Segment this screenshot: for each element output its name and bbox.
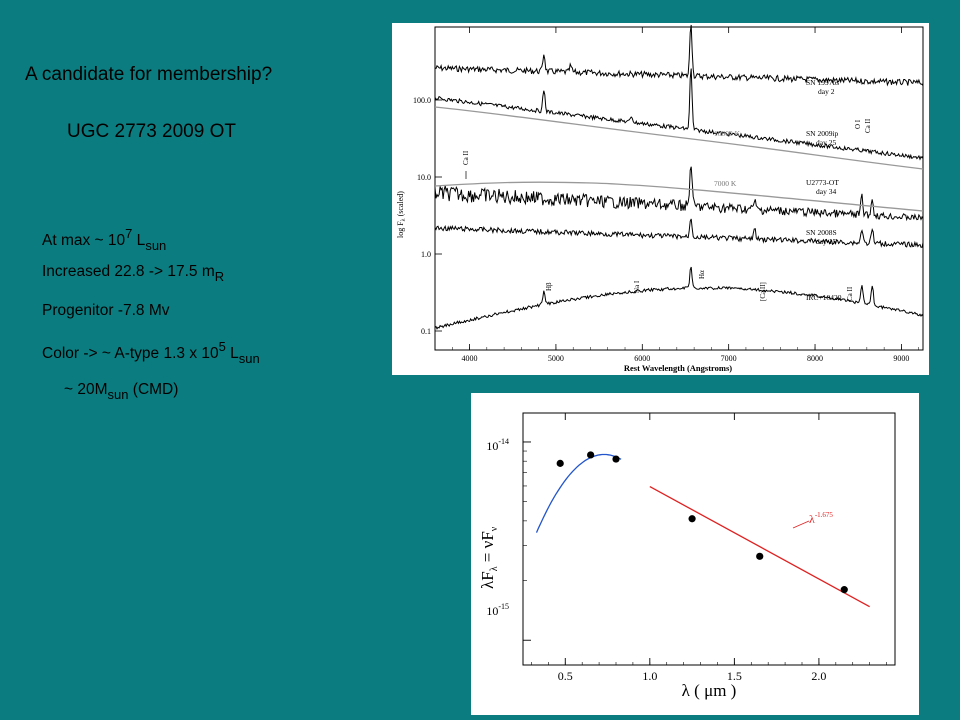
spectrum-trace bbox=[434, 24, 924, 87]
spectra-ytick-label: 0.1 bbox=[421, 327, 431, 336]
sed-xtick-label: 0.5 bbox=[558, 669, 573, 683]
spectra-x-ticks: 4000 5000 6000 7000 8000 9000 bbox=[434, 27, 919, 363]
spectra-curves bbox=[434, 24, 924, 330]
spectra-xtick-label: 9000 bbox=[893, 354, 909, 363]
temp-label-7000k: 7000 K bbox=[714, 179, 737, 188]
line-id-ca2-right: Ca II bbox=[864, 118, 872, 133]
spectra-ytick-label: 100.0 bbox=[413, 96, 431, 105]
spectrum-label-sn2009ip: SN 2009ip bbox=[806, 129, 839, 138]
sed-xtick-label: 2.0 bbox=[811, 669, 826, 683]
sed-data-point bbox=[756, 552, 764, 560]
line-id-na1: Na I bbox=[633, 280, 641, 293]
spectrum-trace bbox=[434, 218, 924, 248]
slide-subtitle: UGC 2773 2009 OT bbox=[67, 121, 236, 142]
bullet-mass: ~ 20Msun (CMD) bbox=[64, 381, 179, 402]
spectrum-label-sn1997bs-day: day 2 bbox=[818, 87, 835, 96]
spectra-xtick-label: 5000 bbox=[548, 354, 564, 363]
blackbody-7000k-curve bbox=[434, 181, 924, 212]
sed-data-point bbox=[688, 515, 696, 523]
line-id-ca2-forbidden: [Ca II] bbox=[759, 282, 767, 301]
sed-y-axis-label: λFλ = νFν bbox=[478, 526, 500, 589]
line-id-ca2-bottom: Ca II bbox=[846, 286, 854, 301]
power-law-fit-label: λ-1.675 bbox=[809, 511, 833, 526]
sed-data-point bbox=[556, 459, 564, 467]
temp-label-10000k: 10000 K bbox=[714, 129, 741, 138]
spectra-ytick-label: 10.0 bbox=[417, 173, 431, 182]
blackbody-10000k-curve bbox=[434, 106, 924, 170]
sed-data-points bbox=[556, 451, 848, 594]
spectrum-label-u2773-day: day 34 bbox=[816, 187, 836, 196]
spectra-xtick-label: 6000 bbox=[634, 354, 650, 363]
spectrum-label-sn1997bs: SN 1997bs bbox=[806, 78, 839, 87]
spectrum-label-sn2008s: SN 2008S bbox=[806, 228, 837, 237]
spectra-xtick-label: 8000 bbox=[807, 354, 823, 363]
spectrum-trace bbox=[434, 68, 924, 161]
sed-data-point bbox=[587, 451, 595, 459]
spectrum-label-sn2009ip-day: day 25 bbox=[816, 138, 836, 147]
line-identifications: Ca II Hβ Na I Hα [Ca II] O I Ca II Ca II bbox=[462, 118, 872, 301]
line-id-hbeta: Hβ bbox=[545, 282, 553, 291]
bullet-progenitor: Progenitor -7.8 Mv bbox=[42, 302, 170, 319]
power-law-fit-line bbox=[649, 485, 870, 608]
sed-axes-frame bbox=[522, 412, 896, 666]
line-id-halpha: Hα bbox=[698, 270, 706, 279]
sed-ticks: 0.5 1.0 1.5 2.0 bbox=[523, 413, 887, 683]
sed-ytick-1e-14: 10-14 bbox=[486, 437, 509, 453]
slide-title: A candidate for membership? bbox=[25, 64, 273, 85]
sed-x-axis-label: λ ( μm ) bbox=[682, 681, 737, 700]
bullet-color: Color -> ~ A-type 1.3 x 105 Lsun bbox=[42, 339, 260, 366]
spectra-plot: 4000 5000 6000 7000 8000 9000 100.0 10.0 1.0 0.1… bbox=[396, 24, 924, 373]
spectra-ytick-label: 1.0 bbox=[421, 250, 431, 259]
spectrum-trace bbox=[434, 266, 924, 330]
sed-plot: 0.5 1.0 1.5 2.0 λ-1.675 10-14 10-15 λFλ = ν… bbox=[478, 412, 896, 700]
spectra-figure: 4000 5000 6000 7000 8000 9000 100.0 10.0 1.0 0.1… bbox=[392, 23, 929, 375]
bullet-max-luminosity: At max ~ 107 Lsun bbox=[42, 226, 167, 253]
spectrum-label-sn2008s-day: day 15 bbox=[816, 237, 836, 246]
sed-data-point bbox=[840, 586, 848, 594]
spectra-y-axis-label: log Fλ (scaled) bbox=[396, 191, 407, 238]
spectra-y-ticks: 100.0 10.0 1.0 0.1 bbox=[413, 96, 442, 336]
bullet-magnitude-increase: Increased 22.8 -> 17.5 mR bbox=[42, 263, 225, 284]
spectrum-trace bbox=[434, 166, 924, 222]
sed-data-point bbox=[612, 455, 620, 463]
blackbody-fit-curve bbox=[535, 453, 622, 533]
spectra-xtick-label: 4000 bbox=[462, 354, 478, 363]
sed-figure: 0.5 1.0 1.5 2.0 λ-1.675 10-14 10-15 λFλ = ν… bbox=[471, 393, 919, 715]
spectrum-label-u2773: U2773-OT bbox=[806, 178, 839, 187]
sed-xtick-label: 1.0 bbox=[642, 669, 657, 683]
spectra-x-axis-label: Rest Wavelength (Angstroms) bbox=[624, 363, 732, 373]
fit-label-leader bbox=[792, 520, 810, 529]
sed-ytick-1e-15: 10-15 bbox=[486, 602, 509, 618]
line-id-o1: O I bbox=[854, 119, 862, 129]
sed-xtick-label: 1.5 bbox=[727, 669, 742, 683]
spectra-xtick-label: 7000 bbox=[721, 354, 737, 363]
line-id-ca2-left: Ca II bbox=[462, 150, 470, 165]
spectrum-label-irc10420: IRC+10420 bbox=[806, 293, 842, 302]
